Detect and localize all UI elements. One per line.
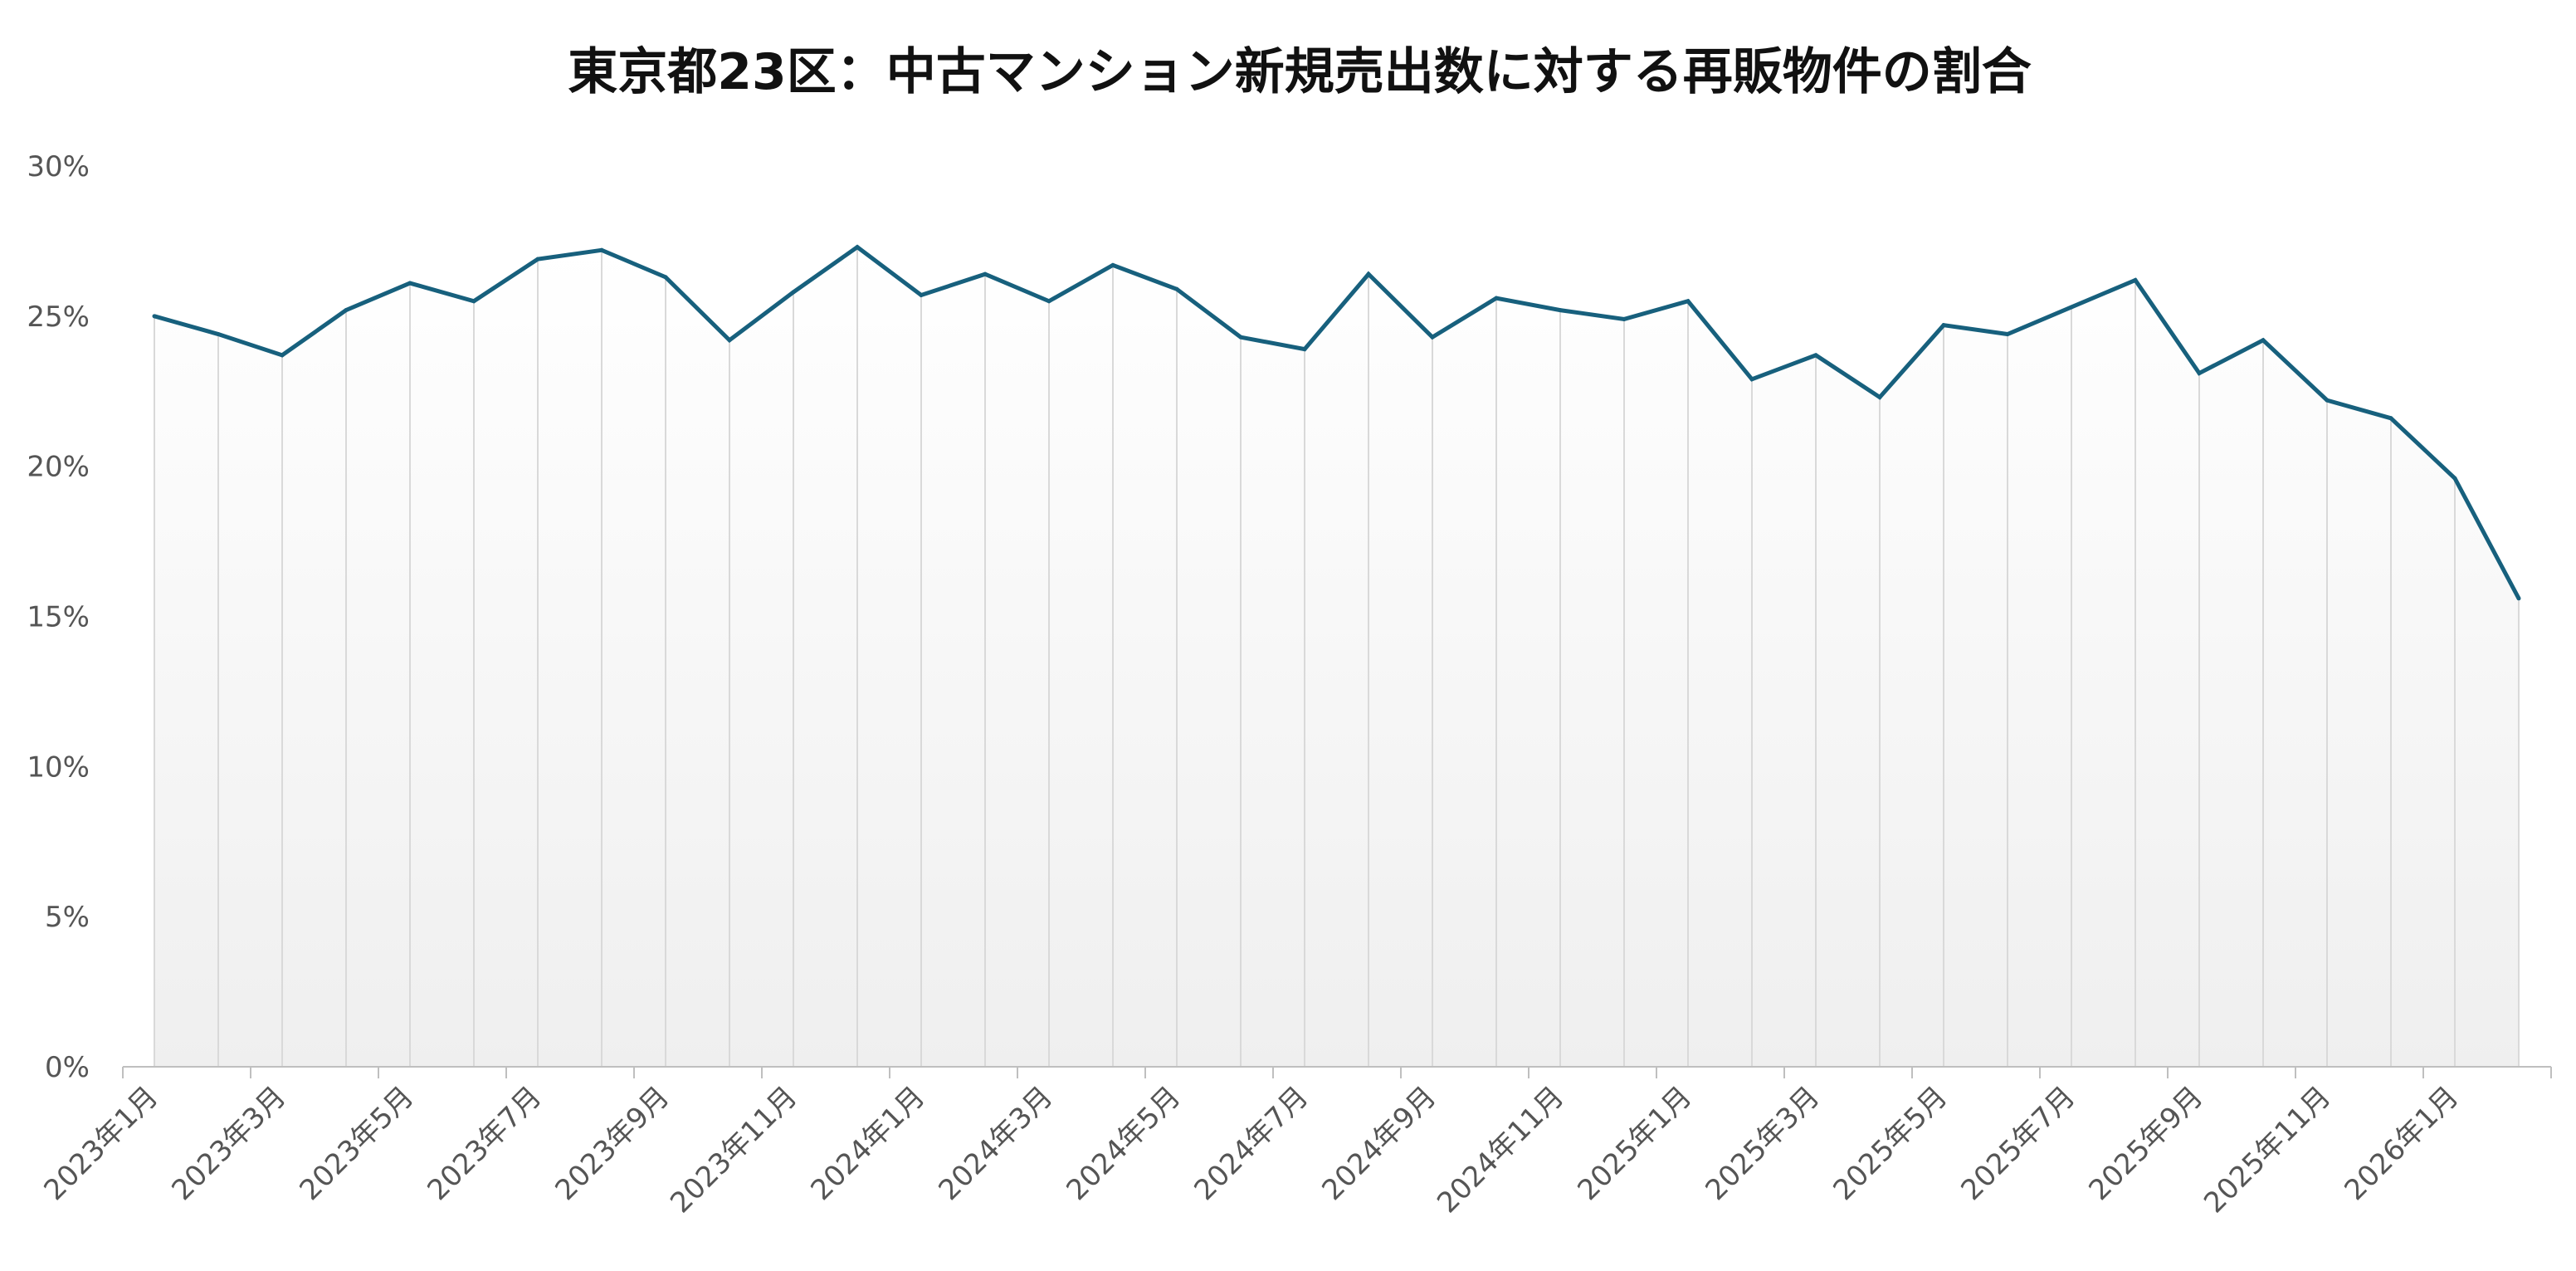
x-tick-label: 2024年3月	[933, 1080, 1060, 1207]
data-point	[280, 353, 285, 358]
x-tick-label: 2025年7月	[1955, 1080, 2082, 1207]
data-point	[2197, 371, 2202, 376]
x-tick-label: 2023年3月	[166, 1080, 293, 1207]
data-point	[2388, 416, 2393, 421]
x-tick-label: 2025年11月	[2198, 1080, 2337, 1220]
area-fill	[154, 247, 2519, 1067]
data-point	[1174, 286, 1179, 291]
data-point	[1686, 299, 1690, 304]
data-point	[471, 299, 476, 304]
data-point	[1941, 323, 1946, 328]
x-tick-label: 2025年9月	[2083, 1080, 2210, 1207]
x-tick-label: 2023年1月	[38, 1080, 165, 1207]
data-point	[535, 257, 540, 262]
x-tick-label: 2024年5月	[1061, 1080, 1188, 1207]
x-tick-label: 2024年9月	[1316, 1080, 1443, 1207]
y-tick-label: 20%	[27, 451, 90, 484]
data-point	[1366, 271, 1371, 276]
x-tick-label: 2024年11月	[1431, 1080, 1570, 1220]
y-tick-label: 25%	[27, 301, 90, 334]
data-point	[791, 290, 796, 295]
data-point	[2069, 305, 2074, 310]
x-tick-label: 2025年1月	[1572, 1080, 1699, 1207]
data-point	[2005, 332, 2010, 337]
y-tick-label: 10%	[27, 750, 90, 784]
x-tick-label: 2023年11月	[664, 1080, 803, 1220]
data-point	[855, 245, 860, 250]
x-tick-label: 2023年9月	[549, 1080, 676, 1207]
data-point	[1813, 353, 1818, 358]
x-tick-label: 2026年1月	[2339, 1080, 2466, 1207]
data-point	[1302, 347, 1307, 352]
x-tick-label: 2025年3月	[1700, 1080, 1827, 1207]
data-point	[407, 281, 412, 286]
data-point	[1046, 299, 1051, 304]
data-point	[919, 293, 924, 298]
data-point	[983, 271, 988, 276]
data-point	[1430, 335, 1435, 340]
x-tick-label: 2024年7月	[1188, 1080, 1315, 1207]
data-point	[1749, 377, 1754, 382]
y-tick-label: 30%	[27, 150, 90, 183]
data-point	[1622, 316, 1627, 321]
x-tick-label: 2024年1月	[805, 1080, 932, 1207]
data-point	[1558, 308, 1563, 313]
data-point	[2325, 398, 2330, 403]
data-point	[2133, 277, 2138, 282]
x-tick-label: 2025年5月	[1827, 1080, 1954, 1207]
data-point	[1238, 335, 1243, 340]
data-point	[663, 275, 668, 280]
data-point	[2516, 596, 2521, 601]
y-tick-label: 0%	[45, 1051, 90, 1084]
data-point	[1110, 262, 1115, 267]
y-tick-label: 5%	[45, 901, 90, 934]
data-point	[1877, 394, 1882, 399]
data-point	[1494, 296, 1499, 301]
x-tick-label: 2023年7月	[422, 1080, 549, 1207]
chart-title: 東京都23区：中古マンション新規売出数に対する再販物件の割合	[568, 43, 2032, 101]
data-point	[2452, 476, 2457, 481]
data-point	[344, 308, 349, 313]
data-point	[2261, 338, 2266, 343]
y-tick-label: 15%	[27, 601, 90, 634]
data-point	[727, 338, 732, 343]
x-tick-label: 2023年5月	[294, 1080, 421, 1207]
series-line	[154, 244, 2521, 599]
data-point	[216, 332, 221, 337]
data-point	[599, 247, 604, 252]
data-point	[152, 314, 157, 319]
